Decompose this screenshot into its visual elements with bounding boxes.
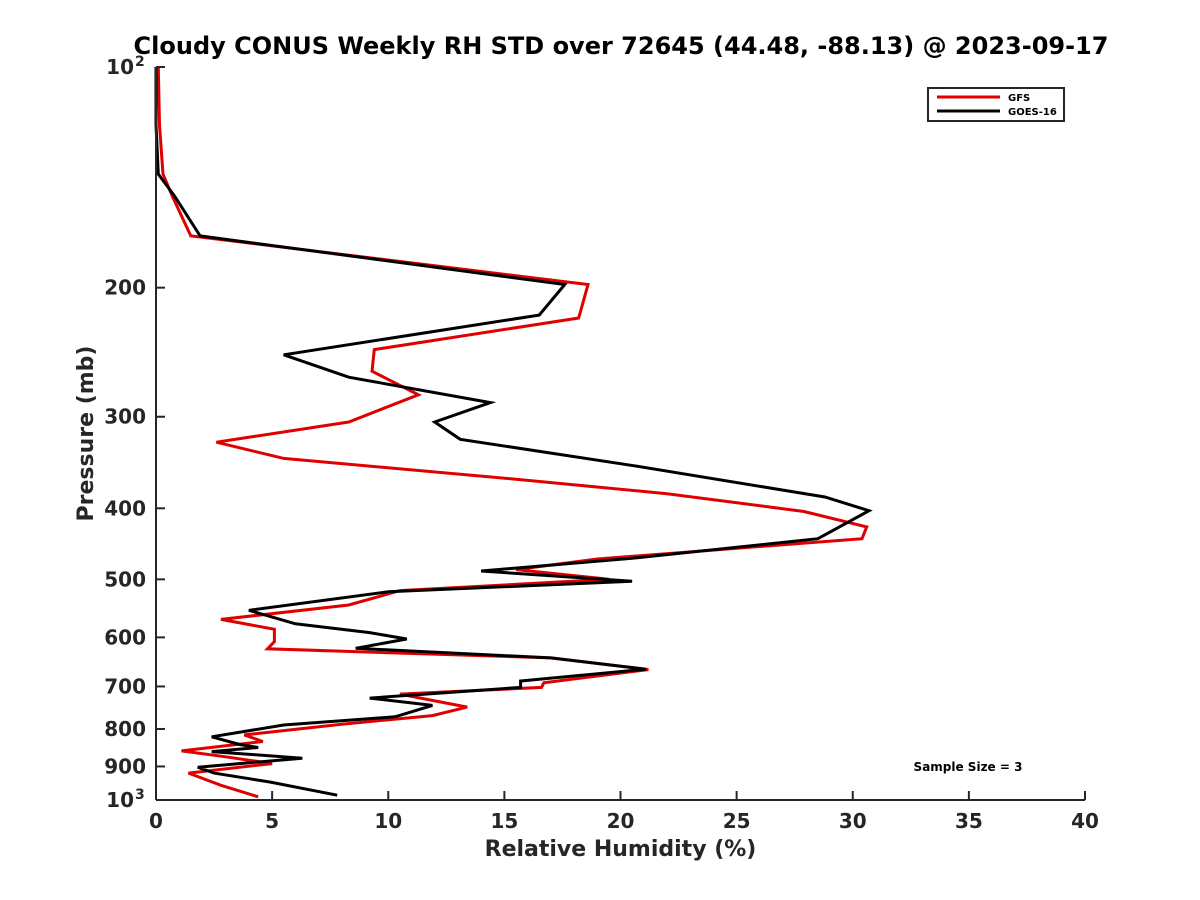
legend: GFS GOES-16 bbox=[927, 87, 1065, 122]
y-axis-label: Pressure (mb) bbox=[74, 346, 99, 522]
y-tick-label: 600 bbox=[104, 625, 146, 649]
y-tick-label: 700 bbox=[104, 674, 146, 698]
x-tick-label: 40 bbox=[1071, 809, 1099, 833]
series-line-goes-16 bbox=[154, 67, 873, 797]
x-axis-label: Relative Humidity (%) bbox=[485, 837, 757, 862]
y-tick-label: 500 bbox=[104, 567, 146, 591]
series-layer bbox=[154, 66, 873, 799]
sample-size-annotation: Sample Size = 3 bbox=[914, 760, 1023, 774]
y-tick-exponent: 2 bbox=[135, 54, 145, 70]
y-tick-label: 200 bbox=[104, 276, 146, 300]
x-tick-label: 10 bbox=[374, 809, 402, 833]
x-tick-label: 25 bbox=[723, 809, 751, 833]
legend-box bbox=[927, 87, 1065, 122]
y-tick-label: 800 bbox=[104, 717, 146, 741]
legend-label-goes-16: GOES-16 bbox=[1008, 107, 1057, 118]
x-tick-label: 15 bbox=[490, 809, 518, 833]
chart-title: Cloudy CONUS Weekly RH STD over 72645 (4… bbox=[134, 32, 1109, 60]
y-tick-label: 10 bbox=[106, 55, 134, 79]
x-tick-label: 35 bbox=[955, 809, 983, 833]
x-tick-label: 30 bbox=[839, 809, 867, 833]
y-tick-label: 900 bbox=[104, 754, 146, 778]
y-tick-exponent: 3 bbox=[135, 787, 145, 803]
x-tick-label: 20 bbox=[607, 809, 635, 833]
legend-label-gfs: GFS bbox=[1008, 93, 1030, 104]
y-tick-label: 10 bbox=[106, 788, 134, 812]
x-tick-label: 5 bbox=[265, 809, 279, 833]
y-tick-label: 300 bbox=[104, 405, 146, 429]
x-tick-label: 0 bbox=[149, 809, 163, 833]
plot-area bbox=[156, 67, 1085, 800]
y-tick-label: 400 bbox=[104, 496, 146, 520]
